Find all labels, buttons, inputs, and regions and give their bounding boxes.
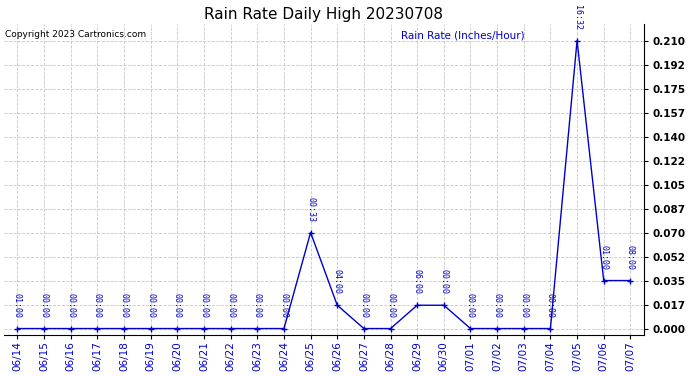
Text: 04:00: 04:00 [333, 269, 342, 294]
Text: 00:00: 00:00 [386, 292, 395, 318]
Text: 00:00: 00:00 [359, 292, 368, 318]
Text: 00:00: 00:00 [199, 292, 208, 318]
Text: Rain Rate (Inches/Hour): Rain Rate (Inches/Hour) [401, 30, 524, 40]
Text: 00:00: 00:00 [226, 292, 235, 318]
Text: 00:00: 00:00 [173, 292, 182, 318]
Text: 00:00: 00:00 [253, 292, 262, 318]
Text: 00:00: 00:00 [520, 292, 529, 318]
Text: Copyright 2023 Cartronics.com: Copyright 2023 Cartronics.com [6, 30, 146, 39]
Text: 00:00: 00:00 [466, 292, 475, 318]
Text: 01:00: 01:00 [599, 244, 608, 270]
Text: 08:00: 08:00 [626, 244, 635, 270]
Text: 00:00: 00:00 [440, 269, 449, 294]
Text: 00:00: 00:00 [146, 292, 155, 318]
Title: Rain Rate Daily High 20230708: Rain Rate Daily High 20230708 [204, 6, 444, 21]
Text: 00:00: 00:00 [93, 292, 102, 318]
Text: 01:00: 01:00 [13, 292, 22, 318]
Text: 00:00: 00:00 [66, 292, 75, 318]
Text: 00:33: 00:33 [306, 196, 315, 222]
Text: 00:00: 00:00 [279, 292, 288, 318]
Text: 00:00: 00:00 [546, 292, 555, 318]
Text: 00:00: 00:00 [493, 292, 502, 318]
Text: 06:00: 06:00 [413, 269, 422, 294]
Text: 00:00: 00:00 [119, 292, 128, 318]
Text: 16:32: 16:32 [573, 4, 582, 30]
Text: 00:00: 00:00 [39, 292, 48, 318]
